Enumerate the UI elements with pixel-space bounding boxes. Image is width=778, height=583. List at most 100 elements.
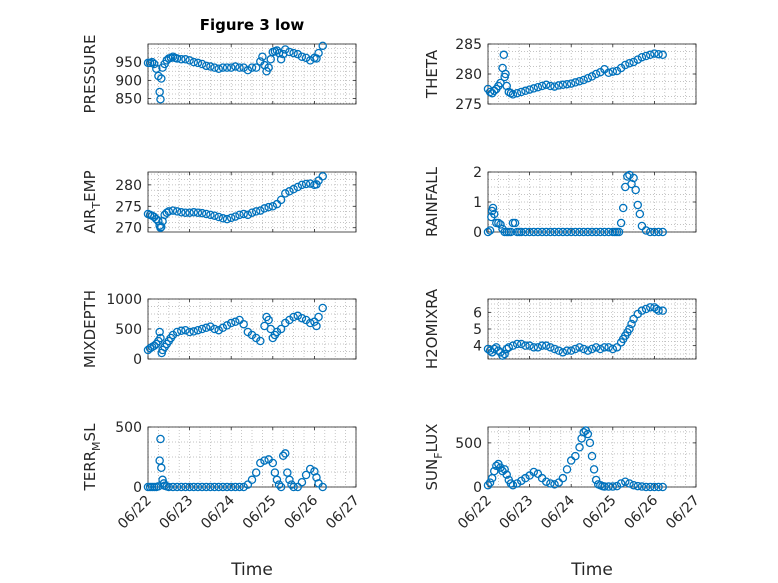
data-point [558,80,568,90]
data-point [214,64,223,73]
data-point [272,475,282,485]
data-point [197,482,207,492]
data-point [650,49,659,58]
data-point [268,458,278,468]
ylabel: AIRTEMP [81,170,103,233]
data-point [485,346,495,355]
data-point [589,465,599,474]
y-tick-label: 950 [115,55,142,71]
data-point [506,479,516,488]
data-point [281,449,290,458]
data-point [289,184,298,194]
axes-box [147,426,357,488]
data-point [281,189,290,198]
data-point [147,57,157,67]
data-point [185,208,194,217]
data-point [281,45,290,54]
data-point [260,204,269,213]
data-point [558,473,568,483]
data-point [499,50,509,60]
data-point [318,482,327,492]
data-point [583,346,593,355]
data-point [541,227,551,237]
data-point [566,79,576,88]
data-point [517,476,526,486]
data-point [243,480,253,489]
data-point [193,325,203,335]
data-point [201,209,211,219]
ylabel: SUNFLUX [423,424,445,491]
data-point [310,317,319,327]
data-point [210,63,219,72]
data-point [629,57,638,67]
data-point [618,203,628,213]
data-point [546,81,555,91]
data-point [500,349,509,359]
data-point [600,482,609,491]
data-point [226,318,236,328]
data-point [571,227,580,237]
data-point [293,49,303,59]
data-point [508,341,518,350]
data-point [591,227,601,237]
data-point [177,326,186,336]
data-point [587,344,597,354]
data-point [489,86,499,96]
data-point [206,62,215,71]
data-point [247,475,257,485]
data-point [293,482,303,492]
data-point [181,325,190,335]
data-point [512,339,522,349]
data-point [633,55,643,64]
data-point [239,319,248,329]
data-point [575,343,584,352]
data-point [541,80,551,90]
data-point [591,343,601,352]
y-tick-label: 0 [133,352,142,368]
data-point [550,227,559,237]
data-point [654,306,663,315]
data-point [218,214,228,223]
data-point [318,172,327,181]
data-point [604,68,613,78]
data-point [550,82,559,91]
data-point [289,312,298,322]
data-point [616,479,626,488]
data-point [546,479,555,488]
data-point [562,79,572,89]
data-point [566,227,576,237]
ylabel: RAINFALL [423,166,441,237]
y-tick-label: 500 [115,420,142,436]
data-point [650,227,659,237]
data-point [297,477,307,487]
data-point [276,324,286,334]
data-point [541,477,551,486]
data-point [537,341,547,350]
y-tick-label: 270 [115,221,142,237]
data-point [289,482,298,492]
data-point [218,482,228,492]
data-point [533,343,543,352]
data-point [162,56,171,65]
data-point [629,480,638,490]
data-point [506,227,516,237]
data-point [508,480,518,490]
data-point [529,84,539,93]
data-point [285,475,294,485]
data-point [172,482,182,492]
data-point [156,95,165,104]
data-point [318,303,327,313]
data-point [494,346,503,355]
data-point [149,59,159,69]
y-tick-label: 1000 [106,292,142,308]
data-point [285,187,294,196]
data-point [201,482,211,492]
y-tick-label: 275 [115,199,142,215]
data-point [289,48,298,58]
y-tick-label: 280 [455,67,482,83]
data-point [297,52,307,61]
data-point [510,218,520,228]
data-point [635,209,645,219]
data-point [214,212,223,222]
